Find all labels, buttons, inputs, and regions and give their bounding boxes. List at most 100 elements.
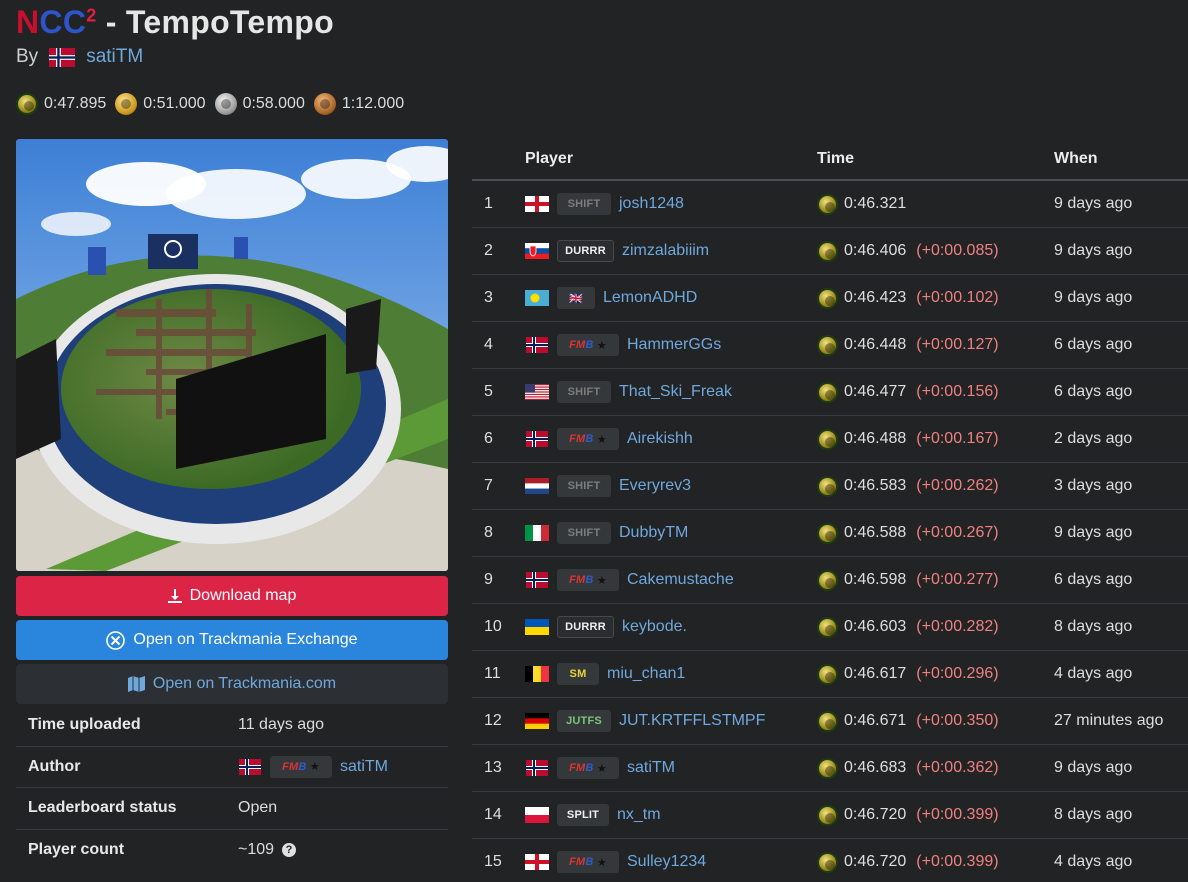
when-cell: 8 days ago	[1054, 618, 1133, 635]
table-row: 3 🇬🇧 LemonADHD 0:46.423 (+0:00.102) 9 days ag…	[472, 275, 1188, 322]
player-cell: SHIFT DubbyTM	[525, 522, 817, 544]
player-link[interactable]: Cakemustache	[627, 571, 734, 588]
player-cell: FM B ★ Sulley1234	[525, 851, 817, 873]
club-tag: SM	[557, 663, 599, 685]
player-cell: DURRR zimzalabiiim	[525, 240, 817, 262]
player-cell: SPLIT nx_tm	[525, 804, 817, 826]
table-row: 10 DURRR keybode. 0:46.603 (+0:00.282) 8 days…	[472, 604, 1188, 651]
info-row-player-count: Player count ~109 ?	[16, 830, 448, 872]
club-tag: SHIFT	[557, 381, 611, 403]
author-medal-icon	[817, 334, 838, 356]
rank-cell: 11	[484, 665, 501, 682]
player-link[interactable]: DubbyTM	[619, 524, 689, 541]
norway-flag-icon	[48, 47, 76, 67]
rank-cell: 12	[484, 712, 502, 729]
norway-flag-icon	[525, 572, 549, 588]
gold-medal-icon	[115, 93, 138, 115]
rank-cell: 5	[484, 383, 493, 400]
author-medal-icon	[817, 193, 838, 215]
download-map-button[interactable]: Download map	[16, 576, 448, 616]
time-value: 0:46.448	[844, 336, 907, 353]
bronze-medal: 1:12.000	[313, 93, 404, 115]
open-tmx-button[interactable]: Open on Trackmania Exchange	[16, 620, 448, 660]
rank-cell: 1	[484, 195, 493, 212]
norway-flag-icon	[525, 760, 549, 776]
club-tag: FM B ★	[270, 755, 332, 778]
player-link[interactable]: satiTM	[627, 759, 675, 776]
author-link[interactable]: satiTM	[340, 757, 388, 775]
italy-flag-icon	[525, 525, 549, 541]
table-row: 14 SPLIT nx_tm 0:46.720 (+0:00.399) 8 days ag…	[472, 792, 1188, 839]
player-link[interactable]: JUT.KRTFFLSTMPF	[619, 712, 766, 729]
time-value: 0:46.477	[844, 383, 907, 400]
author-medal-icon	[817, 569, 838, 591]
player-link[interactable]: HammerGGs	[627, 336, 722, 353]
info-row-leaderboard-status: Leaderboard status Open	[16, 788, 448, 830]
player-cell: SHIFT josh1248	[525, 193, 817, 215]
time-value: 0:46.603	[844, 618, 907, 635]
norway-flag-icon	[525, 431, 549, 447]
rank-cell: 3	[484, 289, 493, 306]
club-tag: FM B ★	[557, 428, 619, 450]
author-medal-icon	[16, 93, 38, 115]
info-row-time-uploaded: Time uploaded 11 days ago	[16, 705, 448, 747]
open-tmx-label: Open on Trackmania Exchange	[133, 631, 358, 648]
player-cell: 🇬🇧 LemonADHD	[525, 287, 817, 309]
netherlands-flag-icon	[525, 478, 549, 494]
time-diff: (+0:00.167)	[916, 430, 999, 447]
when-cell: 9 days ago	[1054, 242, 1133, 259]
time-cell: 0:46.603 (+0:00.282)	[817, 616, 1054, 638]
player-cell: FM B ★ satiTM	[525, 757, 817, 779]
medal-times: 0:47.895 0:51.000 0:58.000 1:12.000	[16, 93, 404, 115]
page-title: NCC2 - TempoTempo	[16, 4, 334, 41]
time-diff: (+0:00.085)	[916, 242, 999, 259]
player-link[interactable]: zimzalabiiim	[622, 242, 710, 259]
time-value: 0:46.321	[844, 195, 907, 212]
norway-flag-icon	[238, 758, 262, 775]
player-link[interactable]: LemonADHD	[603, 289, 698, 306]
rank-cell: 8	[484, 524, 493, 541]
silver-medal: 0:58.000	[214, 93, 305, 115]
when-cell: 9 days ago	[1054, 759, 1133, 776]
author-medal-icon	[817, 804, 838, 826]
player-link[interactable]: nx_tm	[617, 806, 661, 823]
title-logo-sup: 2	[86, 5, 97, 26]
player-link[interactable]: Airekishh	[627, 430, 693, 447]
title-logo-c2: C	[62, 4, 87, 40]
player-link[interactable]: miu_chan1	[607, 665, 686, 682]
help-icon[interactable]: ?	[282, 843, 297, 858]
time-cell: 0:46.588 (+0:00.267)	[817, 522, 1054, 544]
author-medal-icon	[817, 757, 838, 779]
rank-cell: 9	[484, 571, 493, 588]
player-link[interactable]: Everyrev3	[619, 477, 692, 494]
open-trackmania-com-label: Open on Trackmania.com	[152, 675, 337, 692]
author-medal-icon	[817, 287, 838, 309]
player-link[interactable]: Sulley1234	[627, 853, 707, 870]
open-trackmania-com-button[interactable]: Open on Trackmania.com	[16, 664, 448, 704]
club-tag: 🇬🇧	[557, 287, 595, 309]
player-link[interactable]: keybode.	[622, 618, 687, 635]
time-cell: 0:46.720 (+0:00.399)	[817, 804, 1054, 826]
time-cell: 0:46.477 (+0:00.156)	[817, 381, 1054, 403]
club-tag: DURRR	[557, 240, 614, 262]
time-cell: 0:46.321	[817, 193, 1054, 215]
time-diff: (+0:00.156)	[916, 383, 999, 400]
time-diff: (+0:00.282)	[916, 618, 999, 635]
author-medal-time: 0:47.895	[44, 95, 107, 112]
time-value: 0:46.617	[844, 665, 907, 682]
england-flag-icon	[525, 854, 549, 870]
club-tag: SHIFT	[557, 522, 611, 544]
author-link[interactable]: satiTM	[86, 46, 144, 67]
download-map-label: Download map	[189, 587, 297, 604]
author-medal-icon	[817, 663, 838, 685]
title-logo-c1: C	[39, 4, 63, 40]
time-diff: (+0:00.399)	[916, 853, 999, 870]
time-value: 0:46.488	[844, 430, 907, 447]
player-link[interactable]: That_Ski_Freak	[619, 383, 732, 400]
player-link[interactable]: josh1248	[619, 195, 684, 212]
author-medal-icon	[817, 616, 838, 638]
club-tag: FM B ★	[557, 334, 619, 356]
germany-flag-icon	[525, 713, 549, 729]
player-cell: FM B ★ HammerGGs	[525, 334, 817, 356]
time-cell: 0:46.406 (+0:00.085)	[817, 240, 1054, 262]
